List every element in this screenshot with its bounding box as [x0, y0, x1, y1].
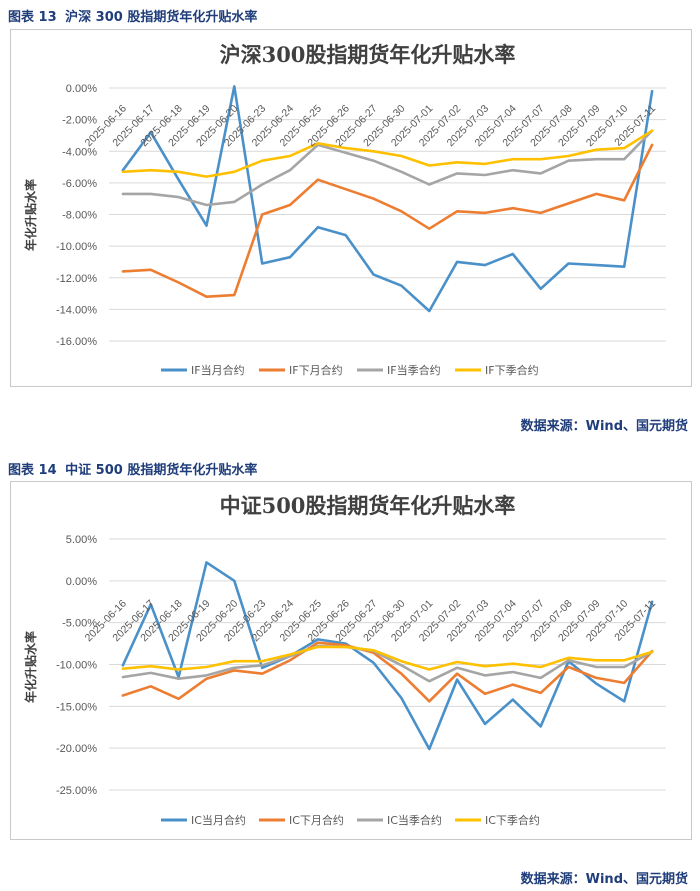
y-tick-label: -6.00%	[62, 178, 97, 190]
legend-label: IF下季合约	[485, 363, 539, 377]
legend-item: IF下月合约	[259, 363, 343, 377]
series-line	[121, 129, 654, 178]
series-line	[121, 641, 654, 703]
chart-hs300: 沪深300股指期货年化升贴水率 0.00% -2.00% -4.00% -6.00% -8…	[23, 42, 666, 377]
legend-label: IC下季合约	[485, 813, 540, 827]
figure-caption-number: 图表 14	[8, 463, 57, 478]
y-tick-label: -15.00%	[56, 701, 97, 713]
y-tick-label: -5.00%	[62, 618, 97, 630]
y-tick-label: -4.00%	[62, 146, 97, 158]
figure-caption-text: 中证 500 股指期货年化升贴水率	[65, 463, 258, 478]
y-axis-label: 年化升贴水率	[23, 631, 38, 703]
legend-item: IC当月合约	[161, 813, 246, 827]
y-tick-label: -10.00%	[56, 660, 97, 672]
y-tick-label: 0.00%	[66, 576, 97, 588]
series-line	[121, 644, 654, 683]
series-line	[121, 129, 654, 207]
legend-item: IF当季合约	[357, 363, 441, 377]
legend-label: IF当月合约	[191, 363, 245, 377]
y-tick-label: -12.00%	[56, 273, 97, 285]
y-tick-label: 0.00%	[66, 83, 97, 95]
chart-csi500: 中证500股指期货年化升贴水率 5.00% 0.00% -5.00% -10.00% -1…	[23, 493, 666, 827]
y-tick-label: -14.00%	[56, 304, 97, 316]
y-tick-label: -2.00%	[62, 115, 97, 127]
figure-caption-text: 沪深 300 股指期货年化升贴水率	[65, 10, 258, 25]
y-tick-label: -8.00%	[62, 210, 97, 222]
series-line	[121, 85, 654, 313]
y-tick-label: -16.00%	[56, 336, 97, 348]
legend-label: IF下月合约	[289, 363, 343, 377]
series-line	[121, 645, 654, 671]
chart-title: 沪深300股指期货年化升贴水率	[220, 42, 516, 67]
chart-frame-hs300: 沪深300股指期货年化升贴水率 0.00% -2.00% -4.00% -6.00% -8…	[10, 29, 692, 387]
figure-caption-13: 图表 13 沪深 300 股指期货年化升贴水率	[8, 6, 261, 25]
source-note: 数据来源：Wind、国元期货	[520, 419, 688, 434]
legend-label: IC下月合约	[289, 813, 344, 827]
legend-label: IF当季合约	[387, 363, 441, 377]
y-tick-label: -20.00%	[56, 743, 97, 755]
y-axis-label: 年化升贴水率	[23, 179, 38, 251]
figure-caption-number: 图表 13	[8, 10, 57, 25]
source-note: 数据来源：Wind、国元期货	[520, 872, 688, 887]
y-tick-label: 5.00%	[66, 534, 97, 546]
legend-item: IF下季合约	[455, 363, 539, 377]
figure-caption-14: 图表 14 中证 500 股指期货年化升贴水率	[8, 459, 261, 478]
legend-label: IC当季合约	[387, 813, 442, 827]
legend-item: IC当季合约	[357, 813, 442, 827]
legend-item: IC下月合约	[259, 813, 344, 827]
legend-label: IC当月合约	[191, 813, 246, 827]
y-tick-label: -10.00%	[56, 241, 97, 253]
legend-item: IF当月合约	[161, 363, 245, 377]
chart-frame-csi500: 中证500股指期货年化升贴水率 5.00% 0.00% -5.00% -10.00% -1…	[10, 481, 692, 840]
y-tick-label: -25.00%	[56, 785, 97, 797]
legend-item: IC下季合约	[455, 813, 540, 827]
chart-title: 中证500股指期货年化升贴水率	[220, 493, 516, 518]
series-line	[121, 143, 654, 299]
